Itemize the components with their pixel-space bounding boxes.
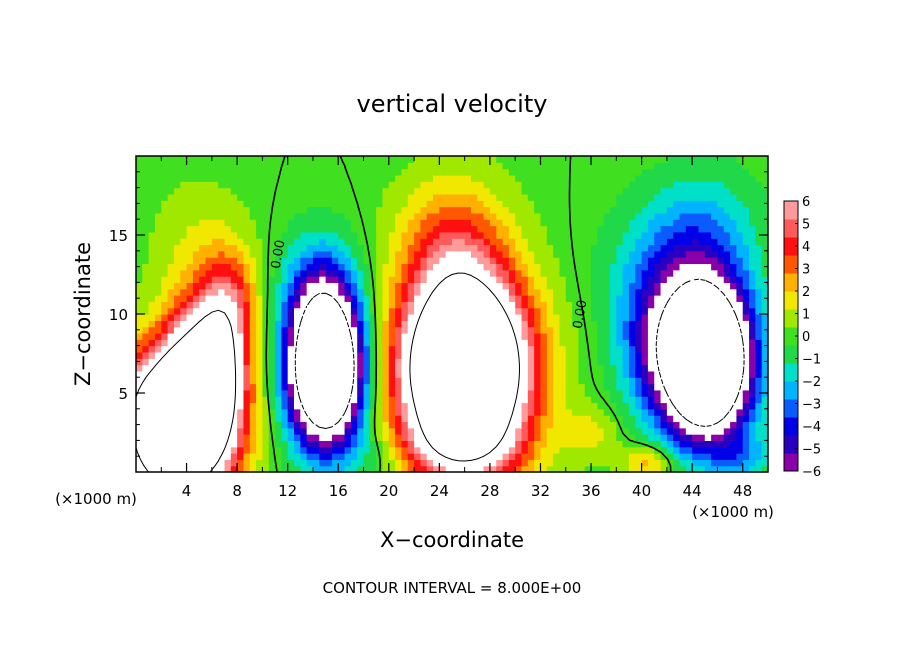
contour-line <box>294 278 745 429</box>
x-tick-label: 16 <box>329 482 348 500</box>
colorbar-swatch <box>784 399 798 418</box>
colorbar-tick-label: −5 <box>802 443 821 458</box>
contour-line <box>136 272 520 472</box>
contour-label: 0.00 <box>269 239 289 270</box>
x-tick-label: 12 <box>278 482 297 500</box>
contour-interval-note: CONTOUR INTERVAL = 8.000E+00 <box>323 579 582 597</box>
colorbar-swatch <box>784 345 798 364</box>
colorbar-swatch <box>784 327 798 346</box>
y-tick-label: 15 <box>109 227 128 245</box>
colorbar-swatch <box>784 291 798 310</box>
x-tick-label: 4 <box>182 482 192 500</box>
colorbar-swatch <box>784 381 798 400</box>
x-tick-label: 48 <box>733 482 752 500</box>
x-tick-label: 28 <box>480 482 499 500</box>
colorbar-tick-label: 4 <box>802 240 810 255</box>
x-tick-label: 40 <box>632 482 651 500</box>
colorbar-swatch <box>784 363 798 382</box>
colorbar-tick-label: 3 <box>802 263 810 278</box>
colorbar-tick-label: 6 <box>802 195 810 210</box>
colorbar-swatch <box>784 255 798 274</box>
chart-title: vertical velocity <box>357 90 548 118</box>
colorbar-swatch <box>784 453 798 472</box>
y-tick-label: 5 <box>118 385 128 403</box>
x-tick-label: 24 <box>430 482 449 500</box>
x-unit-left: (×1000 m) <box>55 490 137 508</box>
y-axis-label: Z−coordinate <box>71 242 95 386</box>
colorbar-swatch <box>784 417 798 436</box>
contour-lines <box>136 156 745 472</box>
colorbar-swatch <box>784 273 798 292</box>
x-tick-label: 32 <box>531 482 550 500</box>
colorbar-tick-label: −3 <box>802 398 821 413</box>
colorbar-swatch <box>784 201 798 220</box>
colorbar-swatch <box>784 309 798 328</box>
colorbar-tick-label: −6 <box>802 465 821 480</box>
colorbar-tick-label: 1 <box>802 308 810 323</box>
y-axis-ticks: 5 10 15 <box>109 171 768 457</box>
colorbar: 6 5 4 3 2 1 0 −1 −2 −3 −4 −5 −6 <box>783 195 821 480</box>
x-tick-label: 8 <box>232 482 242 500</box>
colorbar-tick-label: 0 <box>802 330 810 345</box>
velocity-field <box>136 156 768 472</box>
colorbar-tick-label: −2 <box>802 375 821 390</box>
colorbar-swatch <box>784 219 798 238</box>
x-tick-label: 36 <box>581 482 600 500</box>
x-axis-ticks: 4 8 12 16 20 24 28 32 36 40 44 48 <box>160 156 752 500</box>
colorbar-tick-label: −1 <box>802 353 821 368</box>
contour-line <box>265 156 672 472</box>
x-axis-label: X−coordinate <box>380 528 524 552</box>
contour-label: 0.00 <box>571 299 591 330</box>
x-unit-right: (×1000 m) <box>692 503 774 521</box>
colorbar-tick-label: 2 <box>802 285 810 300</box>
colorbar-swatch <box>784 237 798 256</box>
colorbar-tick-label: −4 <box>802 420 821 435</box>
x-tick-label: 44 <box>683 482 702 500</box>
colorbar-swatch <box>784 435 798 454</box>
x-tick-label: 20 <box>379 482 398 500</box>
colorbar-tick-label: 5 <box>802 218 810 233</box>
y-tick-label: 10 <box>109 306 128 324</box>
